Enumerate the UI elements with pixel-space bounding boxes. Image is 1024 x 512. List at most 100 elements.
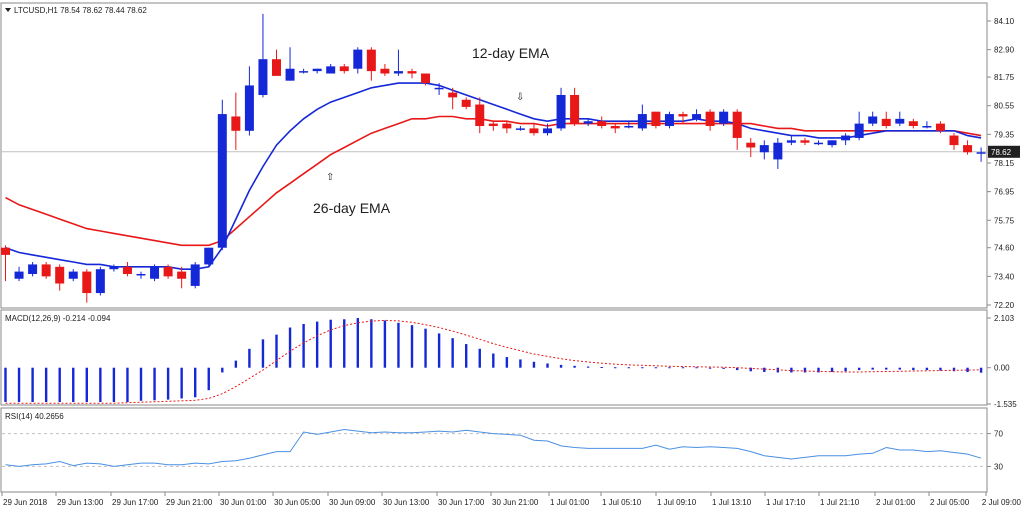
candle-body bbox=[41, 264, 51, 277]
macd-histogram-bar bbox=[966, 367, 969, 372]
candle-body bbox=[448, 92, 458, 98]
candle-body bbox=[854, 123, 864, 138]
macd-histogram-bar bbox=[17, 367, 21, 402]
macd-histogram-bar bbox=[437, 333, 441, 368]
candle-body bbox=[272, 59, 281, 76]
macd-histogram-bar bbox=[708, 367, 712, 369]
candle-body bbox=[732, 111, 742, 138]
x-tick-label: 1 Jul 17:10 bbox=[766, 498, 806, 507]
candle-body bbox=[922, 126, 932, 128]
x-tick-label: 1 Jul 13:10 bbox=[712, 498, 752, 507]
macd-histogram-bar bbox=[641, 367, 644, 369]
x-tick-label: 2 Jul 01:00 bbox=[876, 498, 916, 507]
macd-histogram-bar bbox=[586, 366, 590, 368]
candle-body bbox=[299, 71, 309, 73]
candle-body bbox=[949, 135, 959, 146]
macd-histogram-bar bbox=[194, 367, 197, 398]
macd-histogram-bar bbox=[397, 322, 400, 368]
candle-body bbox=[529, 128, 539, 134]
x-tick-label: 29 Jun 21:00 bbox=[166, 498, 213, 507]
x-tick-label: 29 Jun 17:00 bbox=[112, 498, 159, 507]
macd-histogram-bar bbox=[329, 319, 332, 368]
macd-histogram-bar bbox=[85, 367, 88, 402]
candle-body bbox=[14, 271, 24, 279]
rsi-line bbox=[5, 428, 982, 467]
candle-body bbox=[393, 71, 403, 74]
candle-body bbox=[814, 142, 823, 145]
candle-body bbox=[339, 66, 349, 72]
macd-histogram-bar bbox=[492, 353, 495, 368]
macd-histogram-bar bbox=[844, 367, 847, 372]
macd-histogram-bar bbox=[261, 339, 265, 368]
candle-body bbox=[109, 266, 119, 270]
dropdown-triangle-icon bbox=[5, 8, 11, 12]
macd-histogram-bar bbox=[166, 367, 170, 400]
macd-histogram-bar bbox=[275, 334, 278, 368]
macd-histogram-bar bbox=[668, 367, 671, 369]
macd-histogram-bar bbox=[925, 367, 929, 371]
macd-histogram-bar bbox=[736, 367, 739, 371]
price-y-tick-label: 82.90 bbox=[994, 46, 1015, 55]
candle-body bbox=[204, 247, 214, 265]
candle-body bbox=[664, 114, 674, 127]
current-price-box bbox=[988, 145, 1020, 158]
macd-histogram-bar bbox=[248, 348, 251, 368]
price-y-tick-label: 74.60 bbox=[994, 244, 1015, 253]
macd-histogram-bar bbox=[451, 338, 454, 368]
candle-body bbox=[326, 66, 336, 74]
macd-histogram-bar bbox=[559, 364, 563, 368]
x-tick-label: 30 Jun 21:00 bbox=[492, 498, 539, 507]
candle-body bbox=[55, 266, 65, 284]
macd-histogram-bar bbox=[803, 367, 807, 373]
macd-histogram-bar bbox=[180, 367, 183, 399]
candle-body bbox=[502, 123, 512, 129]
candle-body bbox=[976, 152, 986, 154]
macd-histogram-bar bbox=[871, 367, 874, 370]
candle-body bbox=[488, 123, 498, 127]
candle-body bbox=[515, 128, 525, 130]
candle-body bbox=[651, 111, 661, 127]
macd-y-tick-label: 2.103 bbox=[994, 314, 1015, 323]
price-y-tick-label: 81.75 bbox=[994, 73, 1015, 82]
macd-histogram-bar bbox=[627, 367, 630, 369]
candle-body bbox=[570, 94, 580, 124]
candle-body bbox=[461, 99, 471, 107]
x-tick-label: 1 Jul 21:10 bbox=[820, 498, 860, 507]
macd-histogram-bar bbox=[722, 367, 725, 369]
candle-body bbox=[827, 140, 837, 146]
candle-body bbox=[285, 68, 295, 81]
macd-histogram-bar bbox=[4, 367, 7, 402]
x-tick-label: 1 Jul 01:00 bbox=[550, 498, 590, 507]
candle-body bbox=[895, 118, 905, 124]
macd-histogram-bar bbox=[424, 328, 427, 368]
candle-body bbox=[312, 68, 322, 72]
x-tick-label: 2 Jul 09:00 bbox=[982, 498, 1022, 507]
up-arrow-icon: ⇧ bbox=[326, 172, 334, 183]
macd-histogram-bar bbox=[44, 367, 48, 402]
candle-body bbox=[258, 59, 268, 95]
price-y-tick-label: 79.35 bbox=[994, 130, 1015, 139]
x-tick-label: 29 Jun 2018 bbox=[3, 498, 48, 507]
candle-body bbox=[881, 118, 891, 127]
macd-histogram-bar bbox=[681, 367, 685, 369]
candle-body bbox=[624, 126, 634, 128]
macd-histogram-bar bbox=[410, 325, 414, 368]
x-tick-label: 30 Jun 01:00 bbox=[220, 498, 267, 507]
candle-body bbox=[407, 71, 417, 74]
price-y-tick-label: 72.20 bbox=[994, 301, 1015, 310]
candle-body bbox=[82, 271, 92, 294]
price-y-tick-label: 80.55 bbox=[994, 102, 1015, 111]
macd-histogram-bar bbox=[288, 327, 292, 368]
candle-body bbox=[380, 68, 390, 74]
candle-body bbox=[543, 128, 552, 134]
macd-histogram-bar bbox=[302, 323, 305, 368]
macd-histogram-bar bbox=[383, 320, 387, 368]
candle-body bbox=[786, 140, 796, 143]
candle-body bbox=[746, 142, 756, 148]
candle-body bbox=[421, 73, 431, 84]
candle-body bbox=[935, 123, 945, 131]
candle-body bbox=[610, 126, 620, 129]
candle-body bbox=[163, 266, 173, 277]
macd-histogram-bar bbox=[654, 367, 658, 369]
candle-body bbox=[28, 264, 38, 274]
